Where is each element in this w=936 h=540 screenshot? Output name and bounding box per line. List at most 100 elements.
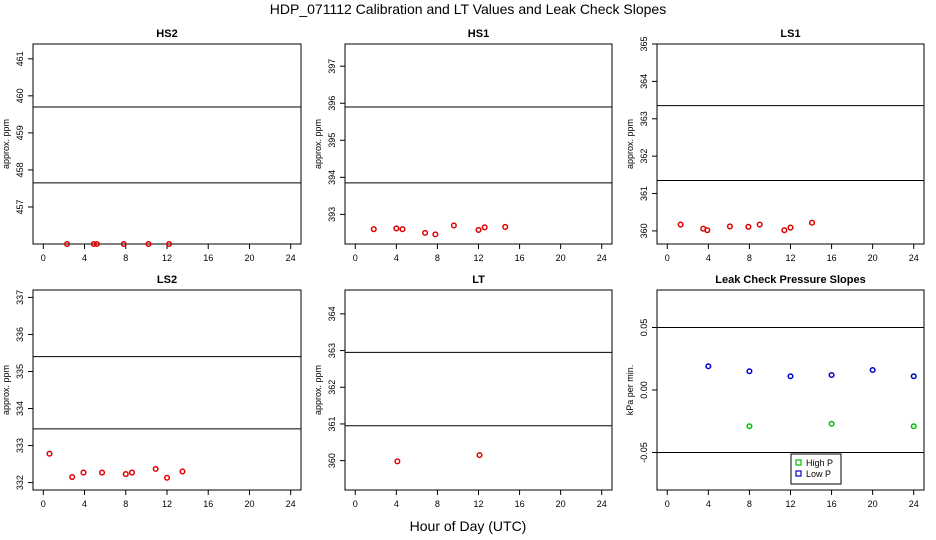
panel-title: LS2 [157, 274, 177, 286]
y-tick-label: -0.05 [639, 442, 649, 463]
x-tick-label: 0 [353, 499, 358, 509]
y-tick-label: 337 [15, 290, 25, 305]
data-point [809, 219, 816, 226]
y-tick-label: 365 [639, 36, 649, 51]
legend-box [790, 453, 842, 485]
plot-frame [32, 43, 302, 245]
y-tick-label: 363 [327, 343, 337, 358]
x-tick-label: 8 [435, 499, 440, 509]
data-point [163, 474, 171, 481]
data-point [745, 223, 752, 230]
panel-ls1: LS1 approx. ppm 0 4 8 12 16 20 24 360 361 362 363 364… [625, 28, 925, 263]
x-tick-label: 4 [394, 253, 399, 263]
y-tick-label: 360 [639, 223, 649, 238]
x-tick-label: 16 [203, 499, 213, 509]
data-point [828, 420, 835, 427]
data-point [46, 450, 53, 457]
data-point [746, 423, 753, 430]
data-point [704, 227, 711, 234]
x-tick-label: 12 [785, 253, 795, 263]
data-point [481, 224, 488, 231]
data-point [502, 223, 509, 231]
y-tick-label: 393 [327, 207, 337, 222]
plot-frame [344, 289, 613, 491]
data-point [152, 465, 159, 472]
legend-label: Low P [806, 469, 831, 479]
x-tick-label: 24 [286, 499, 296, 509]
y-tick-label: 361 [639, 186, 649, 201]
data-point [63, 240, 71, 248]
plot-frame [32, 289, 302, 491]
x-tick-label: 20 [244, 253, 254, 263]
y-tick-label: 332 [15, 475, 25, 490]
data-point [179, 468, 186, 475]
data-point [726, 223, 733, 230]
data-point [450, 222, 457, 229]
x-tick-label: 16 [827, 499, 837, 509]
data-point [475, 226, 482, 233]
y-tick-label: 362 [639, 149, 649, 164]
y-axis-label: approx. ppm [313, 365, 323, 415]
plot-frame [344, 43, 613, 245]
x-tick-label: 0 [353, 253, 358, 263]
y-axis-label: approx. ppm [625, 119, 635, 169]
data-point [394, 458, 401, 465]
data-point [93, 240, 100, 248]
y-tick-label: 461 [15, 51, 25, 66]
x-tick-label: 4 [82, 253, 87, 263]
x-tick-label: 12 [162, 499, 172, 509]
x-tick-label: 20 [556, 253, 566, 263]
y-tick-label: 457 [15, 199, 25, 214]
data-point [828, 371, 835, 379]
data-point [746, 368, 753, 375]
panel-leak: Leak Check Pressure Slopes kPa per min. 0 4… [625, 274, 925, 509]
x-tick-label: 20 [244, 499, 254, 509]
x-tick-label: 4 [82, 499, 87, 509]
x-tick-label: 12 [473, 499, 483, 509]
y-tick-label: 396 [327, 96, 337, 111]
x-tick-label: 20 [868, 499, 878, 509]
x-tick-label: 24 [909, 499, 919, 509]
data-point [869, 366, 876, 374]
x-tick-label: 0 [41, 253, 46, 263]
data-point [145, 240, 152, 248]
x-tick-label: 24 [286, 253, 296, 263]
data-point [787, 224, 794, 231]
data-point [90, 240, 97, 248]
panel-title: HS2 [156, 28, 177, 40]
chart-main-title: HDP_071112 Calibration and LT Values and… [269, 1, 667, 17]
y-tick-label: 336 [15, 327, 25, 342]
y-axis-label: approx. ppm [1, 365, 11, 415]
x-tick-label: 4 [706, 499, 711, 509]
data-point [910, 373, 917, 380]
y-tick-label: 364 [327, 306, 337, 321]
x-tick-label: 4 [706, 253, 711, 263]
data-point [705, 363, 712, 370]
x-tick-label: 24 [909, 253, 919, 263]
y-tick-label: 360 [327, 453, 337, 468]
y-tick-label: 0.05 [639, 319, 649, 337]
y-tick-label: 333 [15, 438, 25, 453]
data-point [69, 473, 76, 481]
x-tick-label: 4 [394, 499, 399, 509]
data-point [399, 226, 406, 233]
panel-hs1: HS1 approx. ppm 0 4 8 12 16 20 24 393 394 395 396 397 [313, 28, 613, 263]
data-point [120, 240, 127, 248]
data-point [432, 231, 439, 238]
legend-marker [795, 459, 802, 466]
data-point [756, 221, 763, 228]
panel-title: LT [472, 274, 485, 286]
x-tick-label: 8 [123, 499, 128, 509]
legend-marker [795, 470, 802, 477]
y-tick-label: 361 [327, 416, 337, 431]
data-point [122, 471, 129, 478]
panel-lt: LT approx. ppm 0 4 8 12 16 20 24 360 361 362 363 364 [313, 274, 613, 509]
data-point [80, 469, 87, 476]
x-tick-label: 24 [597, 499, 607, 509]
y-tick-label: 362 [327, 380, 337, 395]
y-tick-label: 334 [15, 401, 25, 416]
x-axis-label: Hour of Day (UTC) [409, 518, 527, 534]
y-tick-label: 363 [639, 111, 649, 126]
